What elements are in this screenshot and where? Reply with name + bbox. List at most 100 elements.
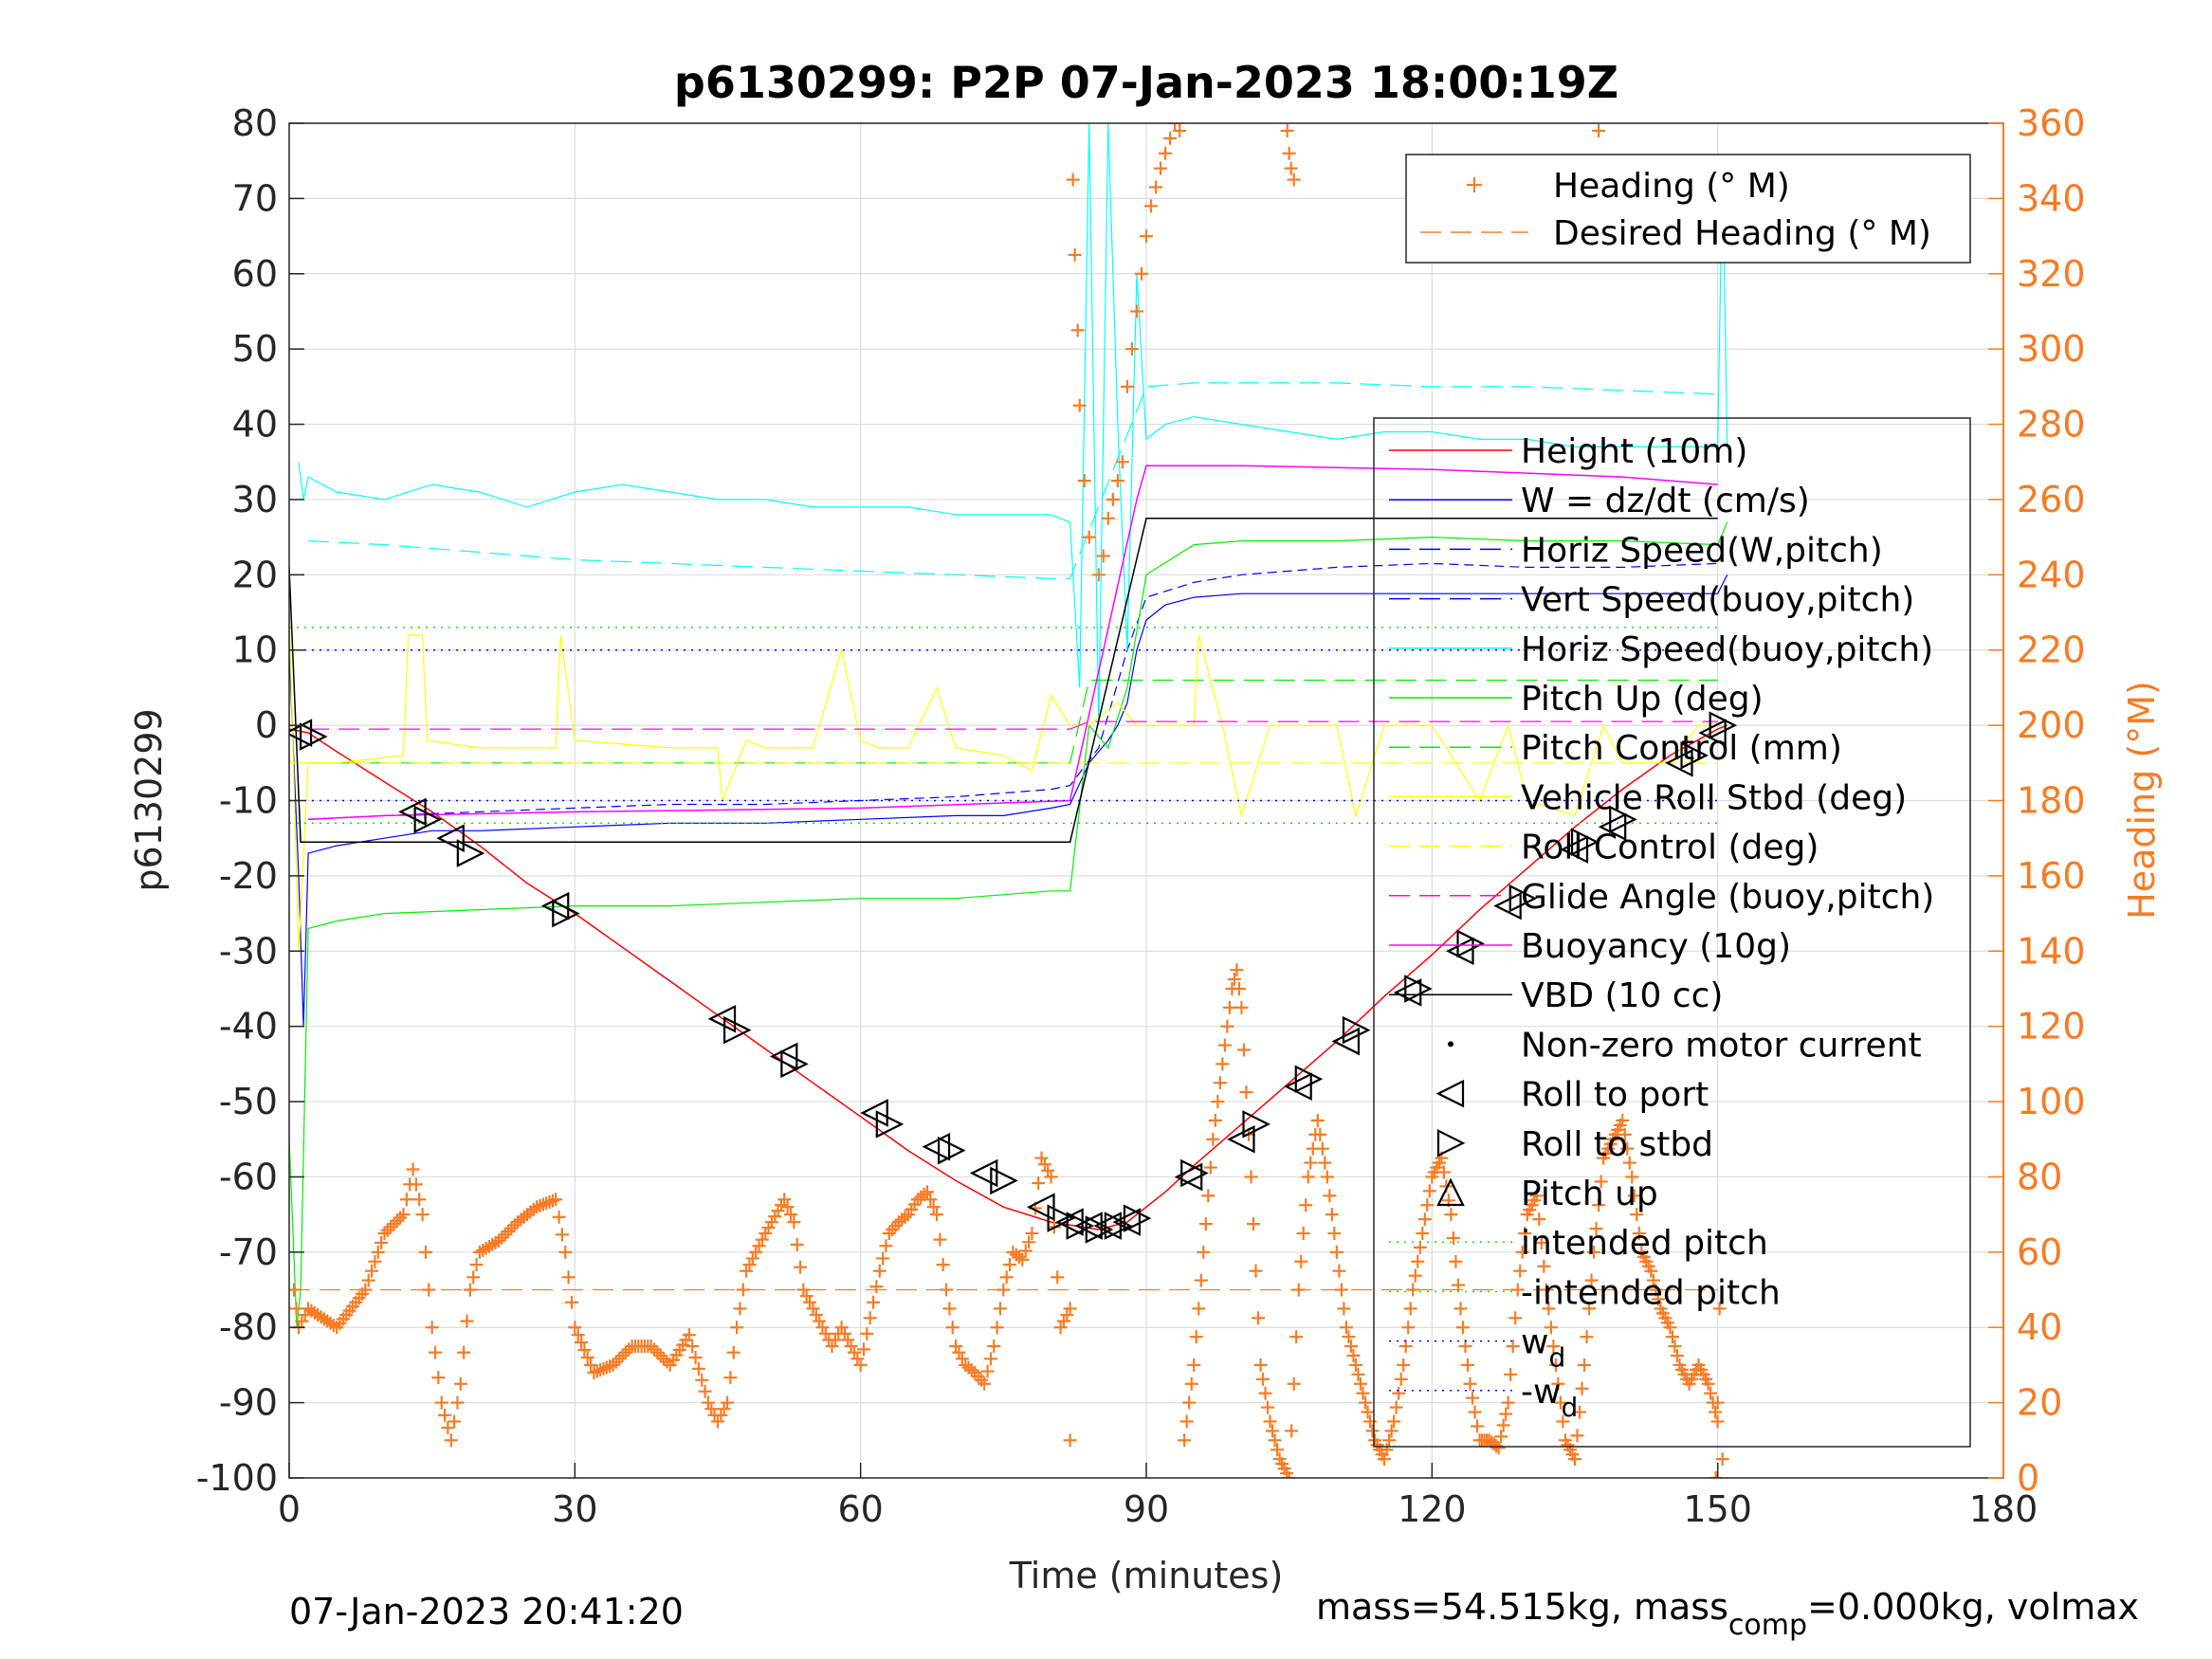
heading-point [1710, 1414, 1725, 1429]
heading-point [1461, 1358, 1474, 1372]
heading-point [448, 1414, 462, 1429]
legend-label: Horiz Speed(buoy,pitch) [1521, 630, 1933, 669]
heading-point [1392, 1386, 1406, 1400]
legend-label: Roll to stbd [1521, 1125, 1713, 1164]
y-tick-label-left: -20 [219, 855, 278, 897]
heading-point [1285, 1424, 1299, 1438]
heading-point [796, 1283, 811, 1297]
legend-swatch [1448, 1041, 1453, 1048]
legend-label: Height (10m) [1521, 432, 1747, 471]
heading-point [1201, 1189, 1216, 1203]
roll-stbd-marker [1709, 711, 1738, 739]
heading-point [1249, 1264, 1263, 1278]
heading-point [1236, 1043, 1251, 1057]
legend-label-text: Heading (° M) [1553, 167, 1790, 206]
heading-point [1034, 1151, 1049, 1165]
heading-point [714, 1408, 728, 1422]
y-tick-label-left: -10 [219, 780, 278, 822]
legend-label: Pitch Up (deg) [1521, 680, 1764, 719]
roll-stbd-marker [1508, 884, 1538, 913]
legend-entry: -wd [1389, 1373, 1578, 1423]
heading-point [289, 1302, 303, 1316]
heading-point [872, 1264, 887, 1278]
roll-port-marker [860, 1099, 888, 1127]
heading-point [561, 1270, 576, 1285]
heading-point [380, 1223, 394, 1237]
legend-entry: Roll Control (deg) [1389, 829, 1819, 867]
heading-point [1282, 146, 1296, 160]
heading-point [964, 1363, 978, 1377]
legend-label: Glide Angle (buoy,pitch) [1521, 878, 1934, 917]
roll-stbd-marker [1404, 975, 1433, 1003]
heading-point [1320, 1170, 1334, 1184]
heading-point [1508, 1311, 1523, 1325]
legend-entry: Height (10m) [1389, 432, 1747, 471]
heading-point [784, 1208, 798, 1222]
heading-point [704, 1402, 719, 1416]
heading-point [1032, 1176, 1046, 1191]
heading-point [755, 1232, 769, 1247]
legend-entry: Buoyancy (10g) [1389, 927, 1791, 966]
heading-point [1115, 455, 1129, 469]
heading-point [1356, 1386, 1370, 1400]
heading-point [1189, 1330, 1203, 1344]
heading-point [1287, 173, 1301, 187]
heading-point [1670, 1348, 1684, 1362]
heading-point [457, 1345, 471, 1359]
heading-point [1387, 1414, 1401, 1429]
heading-point [1532, 1212, 1546, 1227]
legend-label-text: intended pitch [1521, 1224, 1768, 1263]
heading-point [1397, 1358, 1411, 1372]
heading-point [1252, 1311, 1266, 1325]
heading-point [999, 1270, 1014, 1285]
heading-point [622, 1342, 636, 1357]
series-pitch_up [289, 521, 1728, 1328]
heading-point [1247, 1217, 1260, 1231]
heading-point [955, 1352, 969, 1366]
y-tick-label-right: 80 [2017, 1156, 2062, 1197]
heading-point [1289, 1330, 1304, 1344]
heading-point [415, 1208, 430, 1222]
heading-point [644, 1340, 658, 1354]
heading-point [533, 1198, 547, 1212]
heading-point [1294, 1254, 1308, 1268]
heading-point [803, 1295, 817, 1309]
heading-point [1013, 1250, 1027, 1265]
heading-point [1194, 1273, 1208, 1287]
heading-point [780, 1200, 795, 1214]
legend-entry: Pitch Control (mm) [1389, 729, 1842, 768]
heading-point [1072, 398, 1087, 412]
heading-point [412, 1193, 427, 1207]
heading-point [450, 1395, 465, 1410]
heading-point [926, 1200, 941, 1214]
heading-point [1066, 173, 1080, 187]
y-tick-label-left: 20 [232, 554, 278, 595]
heading-point [717, 1402, 731, 1416]
series-glide [308, 720, 1718, 730]
heading-point [653, 1348, 667, 1362]
y-tick-label-right: 260 [2017, 479, 2086, 520]
legend-label-text: Vert Speed(buoy,pitch) [1521, 581, 1914, 620]
heading-point [648, 1342, 662, 1357]
roll-port-marker [769, 1042, 798, 1071]
heading-point [1553, 1395, 1567, 1410]
heading-point [978, 1376, 992, 1391]
heading-point [1575, 1381, 1589, 1395]
heading-point [828, 1333, 842, 1347]
heading-point [1592, 123, 1606, 137]
series-hspeed_buoy [298, 123, 1728, 726]
x-axis-label: Time (minutes) [1009, 1555, 1284, 1596]
legend-entry: Non-zero motor current [1448, 1026, 1922, 1065]
heading-point [949, 1340, 963, 1354]
heading-point [1436, 1165, 1451, 1179]
legend-label: -intended pitch [1521, 1273, 1781, 1312]
roll-port-marker [1226, 1124, 1255, 1154]
roll-stbd-marker [1456, 929, 1485, 958]
legend-label: Buoyancy (10g) [1521, 927, 1791, 966]
heading-point [1198, 1217, 1213, 1231]
heading-point [1644, 1264, 1658, 1278]
y-tick-label-left: -50 [219, 1081, 278, 1122]
heading-point [1620, 1141, 1635, 1156]
heading-point [1471, 1419, 1485, 1433]
heading-point [1051, 1270, 1065, 1285]
